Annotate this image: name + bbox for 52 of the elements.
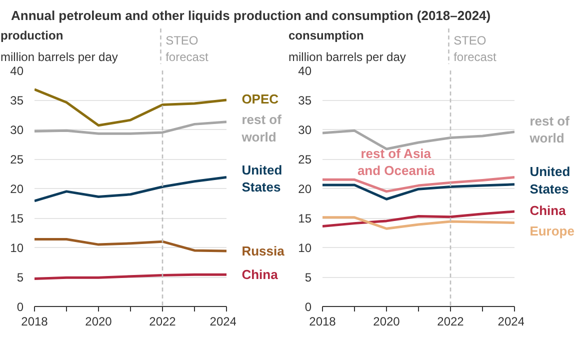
y-axis-title: million barrels per day	[288, 50, 406, 64]
x-tick-label: 2022	[149, 314, 176, 328]
y-tick-label: 20	[298, 182, 312, 196]
x-tick-label: 2022	[437, 314, 464, 328]
y-tick-label: 25	[10, 152, 24, 166]
series-label: United States	[530, 164, 570, 196]
chart-subtitle: consumption	[288, 28, 364, 42]
x-tick-label: 2020	[373, 314, 400, 328]
line-series	[322, 129, 514, 150]
y-tick-label: 30	[10, 123, 24, 137]
series-label: Russia	[242, 244, 286, 259]
series-label: OPEC	[242, 91, 280, 106]
y-tick-label: 35	[10, 94, 24, 108]
line-series	[322, 216, 514, 230]
y-tick-label: 40	[298, 64, 312, 78]
y-tick-label: 10	[298, 241, 312, 255]
y-tick-label: 35	[298, 94, 312, 108]
y-tick-label: 0	[16, 300, 24, 314]
x-tick-label: 2018	[21, 314, 48, 328]
series-label: rest of Asia and Oceania	[357, 146, 436, 178]
line-series	[322, 183, 514, 200]
line-series	[322, 210, 514, 228]
series-label: rest of world	[240, 112, 282, 144]
series-label: United States	[242, 162, 282, 195]
x-tick-label: 2024	[498, 314, 525, 328]
line-series	[34, 176, 226, 202]
y-tick-label: 20	[10, 182, 24, 196]
line-series	[34, 120, 226, 135]
y-tick-label: 0	[304, 300, 312, 314]
x-tick-label: 2024	[210, 314, 237, 328]
y-tick-label: 5	[304, 270, 312, 284]
y-tick-label: 15	[298, 212, 312, 226]
series-label: rest of world	[528, 113, 570, 146]
series-label: Europe	[530, 223, 574, 238]
x-tick-label: 2018	[309, 314, 336, 328]
ref-line-label: STEO forecast	[166, 34, 209, 64]
ref-line-label: STEO forecast	[454, 34, 497, 64]
y-tick-label: 10	[10, 241, 24, 255]
line-series	[34, 88, 226, 127]
x-tick-label: 2020	[85, 314, 112, 328]
series-label: China	[242, 267, 279, 282]
series-label: China	[530, 202, 567, 218]
line-series	[322, 176, 514, 193]
y-tick-label: 30	[298, 123, 312, 137]
y-tick-label: 40	[10, 64, 24, 78]
y-tick-label: 25	[298, 152, 312, 166]
line-series	[34, 238, 226, 252]
y-axis-title: million barrels per day	[0, 50, 118, 64]
chart-subtitle: production	[0, 28, 64, 42]
chart-title: Annual petroleum and other liquids production and consumption (2018–2024)	[11, 7, 491, 25]
y-tick-label: 5	[16, 270, 24, 284]
y-tick-label: 15	[10, 212, 24, 226]
